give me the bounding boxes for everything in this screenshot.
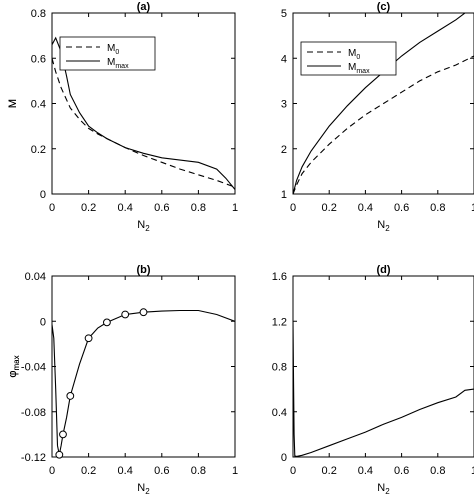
x-tick-label: 0.6: [154, 202, 169, 214]
x-axis-label: N2: [137, 219, 150, 233]
x-tick-label: 0: [49, 465, 55, 477]
y-tick-label: 5: [281, 8, 287, 20]
x-tick-label: 0.6: [394, 202, 409, 214]
panel-c: (c)00.20.40.60.8112345N2MM0Mmax: [7, 1, 474, 233]
x-tick-label: 0: [49, 202, 55, 214]
legend-box: [300, 41, 397, 76]
y-tick-label: 1.6: [272, 271, 287, 283]
plot-frame: [51, 275, 236, 458]
series-line-0: [52, 309, 235, 455]
y-axis-label: φmax: [7, 355, 21, 377]
data-point-marker: [66, 392, 75, 400]
x-tick-label: 0: [290, 202, 296, 214]
x-axis-label: N2: [377, 482, 390, 496]
x-tick-label: 0.2: [322, 465, 337, 477]
data-point-marker: [55, 450, 64, 459]
series-line-max: [293, 13, 466, 194]
x-tick-label: 0.8: [430, 202, 445, 214]
y-tick-label: 0.8: [272, 362, 287, 374]
y-tick-label: 0: [281, 452, 287, 464]
x-tick-label: 0.4: [358, 465, 373, 477]
series-line-0: [293, 321, 474, 457]
y-tick-label: 0.04: [25, 271, 46, 283]
panel-b: (b) 0 0.2 0.4 0.6 0.8 1 -0.12 -0.08 -0.04 0 0.04 N2 φ…: [7, 264, 238, 496]
x-tick-label: 0.4: [358, 202, 373, 214]
x-tick-label: 1: [471, 465, 474, 477]
x-tick-label: 1: [232, 202, 238, 214]
y-tick-label: -0.12: [21, 452, 46, 464]
x-tick-label: 0.8: [191, 465, 206, 477]
x-tick-label: 0.8: [191, 202, 206, 214]
y-axis-label: φmax: [7, 355, 21, 377]
x-tick-label: 0.2: [322, 202, 337, 214]
x-axis-label: N2: [137, 482, 150, 496]
x-tick-label: 1: [232, 465, 238, 477]
y-axis-label: M: [7, 99, 19, 108]
panel-title: (b): [136, 264, 150, 276]
legend-entry: Mmax: [348, 62, 370, 75]
y-tick-label: 2: [281, 144, 287, 156]
legend-entry: M0: [348, 48, 360, 61]
x-tick-label: 0.4: [118, 202, 133, 214]
y-tick-label: 1: [281, 189, 287, 201]
y-tick-label: 4: [281, 53, 287, 65]
data-point-marker: [84, 334, 93, 343]
y-tick-label: 0: [40, 316, 46, 328]
panel-title: (a): [137, 1, 151, 13]
y-tick-label: 0: [40, 189, 46, 201]
data-point-marker: [59, 430, 67, 439]
x-axis-label: N2: [377, 219, 390, 233]
y-tick-label: 3: [281, 99, 287, 111]
data-point-marker: [103, 318, 111, 327]
panel-d: (d) 0 0.2 0.4 0.6 0.8 1 0 0.4 0.8 1.2 1.6 N2 φmax: [7, 264, 474, 496]
y-axis-label: M: [7, 99, 19, 108]
legend-entry: Mmax: [107, 57, 129, 70]
data-point-marker: [121, 310, 130, 319]
y-tick-label: 0.8: [31, 8, 46, 20]
x-tick-label: 0: [290, 465, 296, 477]
series-line-0: [293, 55, 474, 194]
y-tick-label: 0.4: [31, 99, 46, 111]
y-tick-label: 1.2: [272, 316, 287, 328]
x-tick-label: 0.2: [81, 202, 96, 214]
legend-entry: M0: [107, 43, 119, 56]
y-tick-label: 0.4: [272, 407, 287, 419]
y-tick-label: -0.04: [21, 362, 46, 374]
x-tick-label: 0.6: [154, 465, 169, 477]
x-tick-label: 0.6: [394, 465, 409, 477]
x-tick-label: 0.8: [430, 465, 445, 477]
x-tick-label: 0.4: [118, 465, 133, 477]
x-tick-label: 0.2: [81, 465, 96, 477]
data-point-marker: [139, 308, 148, 317]
panel-title: (c): [377, 1, 391, 13]
x-tick-label: 1: [471, 202, 474, 214]
y-tick-label: 0.2: [31, 144, 46, 156]
series-line-0: [52, 58, 235, 188]
plot-frame: [292, 275, 474, 458]
panel-title: (d): [376, 264, 390, 276]
y-tick-label: 0.6: [31, 53, 46, 65]
y-tick-label: -0.08: [21, 407, 46, 419]
legend-box: [59, 36, 156, 71]
